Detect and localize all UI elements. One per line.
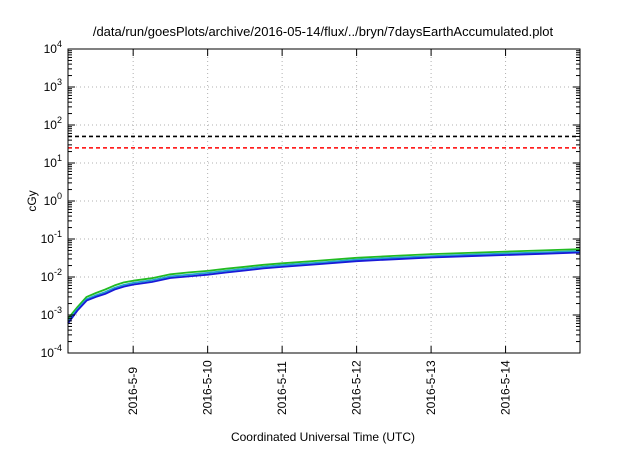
y-tick-label: 100 — [44, 191, 62, 208]
y-tick-label-base: 10 — [44, 42, 58, 56]
x-tick-label: 2016-5-12 — [350, 360, 364, 415]
series-line — [67, 248, 581, 320]
y-tick-label: 10-3 — [41, 305, 62, 322]
y-tick-label-exponent: 2 — [57, 115, 62, 125]
y-tick-label-exponent: -2 — [54, 267, 62, 277]
y-tick-label-base: 10 — [41, 346, 55, 360]
y-tick-label-base: 10 — [44, 118, 58, 132]
y-tick-label-exponent: 4 — [57, 39, 62, 49]
y-tick-label-exponent: -3 — [54, 305, 62, 315]
x-axis-label: Coordinated Universal Time (UTC) — [231, 430, 415, 444]
y-tick-label: 10-2 — [41, 267, 62, 284]
x-tick-label: 2016-5-13 — [424, 360, 438, 415]
y-tick-label-base: 10 — [44, 80, 58, 94]
y-tick-label: 102 — [44, 115, 62, 132]
y-tick-label: 103 — [44, 77, 62, 94]
y-tick-label-base: 10 — [44, 156, 58, 170]
series-line — [67, 250, 581, 322]
y-tick-label-base: 10 — [41, 270, 55, 284]
y-tick-label-exponent: 0 — [57, 191, 62, 201]
x-axis-ticks: 2016-5-9 2016-5-10 2016-5-11 2016-5-12 2016-… — [126, 49, 513, 415]
grid — [68, 48, 580, 354]
y-tick-label-base: 10 — [41, 232, 55, 246]
x-tick-label: 2016-5-14 — [499, 360, 513, 415]
x-tick-label: 2016-5-10 — [201, 360, 215, 415]
y-axis-label: cGy — [25, 190, 39, 211]
y-tick-label: 104 — [44, 39, 62, 56]
chart-title: /data/run/goesPlots/archive/2016-05-14/f… — [93, 24, 554, 39]
y-tick-label: 101 — [44, 153, 62, 170]
y-tick-label-exponent: -4 — [54, 343, 62, 353]
y-tick-label-exponent: 3 — [57, 77, 62, 87]
y-tick-label-exponent: 1 — [57, 153, 62, 163]
y-tick-label: 10-4 — [41, 343, 62, 360]
series-line — [67, 251, 581, 324]
y-tick-label-base: 10 — [44, 194, 58, 208]
y-tick-label: 10-1 — [41, 229, 62, 246]
y-tick-label-exponent: -1 — [54, 229, 62, 239]
threshold-lines — [68, 135, 580, 149]
series-lines — [67, 248, 581, 324]
x-tick-label: 2016-5-9 — [126, 367, 140, 415]
y-tick-label-base: 10 — [41, 308, 55, 322]
x-tick-label: 2016-5-11 — [275, 361, 289, 415]
